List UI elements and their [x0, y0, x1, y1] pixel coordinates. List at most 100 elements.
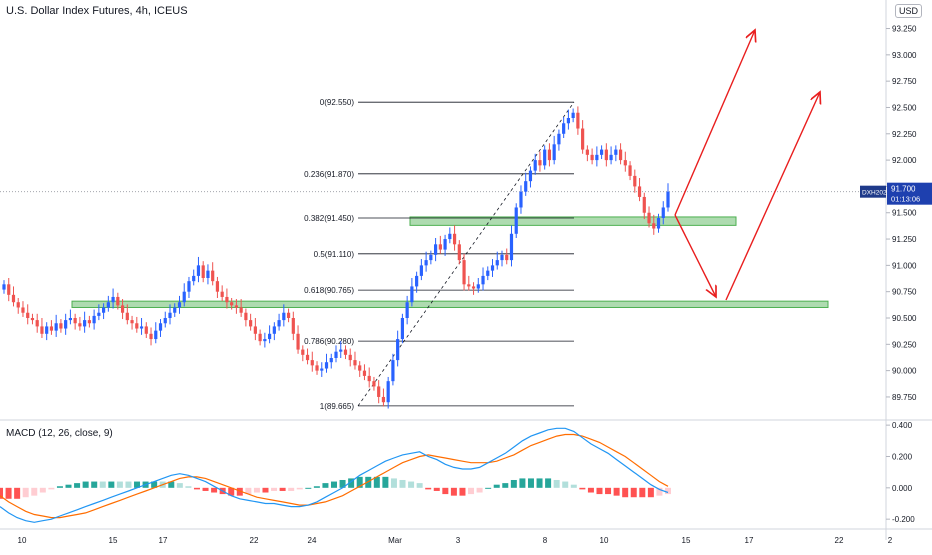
candle-body: [566, 118, 570, 124]
price-tick-label: 90.500: [892, 314, 917, 323]
macd-histogram-bar: [5, 487, 12, 499]
candle-body: [396, 339, 400, 361]
candle-body: [500, 254, 504, 261]
macd-histogram-bar: [579, 487, 586, 490]
candle-body: [324, 362, 329, 369]
candle-body: [367, 375, 371, 382]
macd-pane: [0, 427, 671, 523]
fib-trendline: [357, 101, 575, 407]
candle-body: [249, 320, 253, 327]
macd-histogram-bar: [485, 487, 492, 489]
candlesticks: [2, 106, 670, 409]
candle-body: [149, 333, 153, 340]
candle-body: [196, 265, 201, 276]
candle-body: [381, 396, 386, 403]
macd-histogram-bar: [365, 476, 372, 488]
candle-body: [310, 360, 314, 366]
projection-arrow: [725, 92, 820, 301]
currency-badge[interactable]: USD: [894, 4, 922, 18]
candle-body: [343, 349, 348, 355]
price-tick-label: 90.750: [892, 288, 917, 297]
time-tick-label: 3: [456, 536, 461, 545]
candle-body: [120, 305, 125, 313]
macd-histogram-bar: [536, 478, 543, 488]
candle-body: [457, 244, 461, 261]
macd-histogram-bar: [228, 487, 235, 496]
candle-body: [220, 291, 224, 297]
macd-legend[interactable]: MACD (12, 26, close, 9): [6, 428, 113, 439]
candle-body: [225, 296, 229, 303]
candle-body: [87, 320, 91, 324]
macd-histogram-bar: [305, 487, 312, 489]
candle-body: [429, 254, 433, 261]
macd-histogram-bar: [468, 487, 475, 495]
candle-body: [358, 365, 362, 371]
macd-histogram-bar: [74, 483, 81, 488]
time-tick-label: 17: [745, 536, 754, 545]
candle-body: [419, 265, 423, 276]
candle-body: [633, 175, 637, 187]
support-zones: [71, 216, 829, 308]
macd-histogram-bar: [31, 487, 38, 496]
price-tick-label: 91.000: [892, 261, 917, 270]
candle-body: [623, 160, 627, 166]
candle-body: [476, 284, 480, 289]
macd-histogram-bar: [545, 478, 552, 488]
candle-body: [173, 307, 177, 313]
candle-body: [443, 239, 447, 250]
macd-histogram-bar: [176, 483, 183, 488]
candle-body: [348, 354, 352, 361]
candle-body: [11, 294, 16, 303]
candle-body: [296, 333, 300, 350]
candle-body: [405, 302, 409, 318]
macd-signal-line: [0, 433, 669, 519]
candle-body: [320, 368, 324, 371]
candle-body: [524, 181, 528, 192]
candle-body: [462, 260, 466, 285]
fibonacci-retracement[interactable]: 0(92.550) 0.236(91.870) 0.382(91.450) 0.5(9…: [304, 98, 575, 411]
candle-body: [158, 323, 163, 331]
candle-body: [600, 149, 604, 155]
candle-body: [277, 320, 281, 327]
lower-support-zone: [71, 300, 829, 308]
macd-histogram-bar: [639, 487, 646, 498]
candle-body: [618, 149, 623, 161]
macd-histogram-bar: [596, 487, 603, 495]
candle-body: [571, 112, 575, 118]
projection-arrow: [674, 214, 716, 297]
candle-body: [16, 302, 20, 308]
candle-body: [272, 326, 276, 334]
macd-histogram-bar: [82, 481, 89, 488]
candle-body: [286, 312, 291, 318]
time-tick-label: 15: [682, 536, 691, 545]
macd-histogram-bar: [390, 478, 397, 488]
candle-body: [234, 305, 238, 308]
symbol-tag: [860, 185, 886, 198]
candle-body: [92, 315, 96, 324]
candle-body: [509, 233, 514, 261]
candle-body: [97, 312, 101, 316]
macd-tick-label: 0.200: [892, 452, 913, 461]
candle-body: [40, 326, 44, 334]
time-tick-label: 10: [18, 536, 27, 545]
macd-histogram-bar: [253, 487, 260, 493]
price-tick-label: 92.000: [892, 156, 917, 165]
candle-body: [467, 284, 471, 287]
candle-body: [291, 318, 295, 334]
macd-histogram-bar: [416, 483, 423, 488]
candle-body: [30, 318, 35, 321]
price-tick-label: 92.750: [892, 77, 917, 86]
candle-body: [339, 349, 343, 352]
price-tick-label: 91.500: [892, 209, 917, 218]
candle-body: [258, 333, 262, 342]
macd-histogram-bar: [553, 479, 560, 488]
candle-body: [177, 302, 182, 308]
projection-arrow: [674, 30, 755, 216]
price-tick-label: 93.250: [892, 25, 917, 34]
candle-body: [614, 149, 618, 155]
macd-histogram-bar: [425, 487, 432, 490]
projection-arrows[interactable]: [674, 30, 820, 301]
